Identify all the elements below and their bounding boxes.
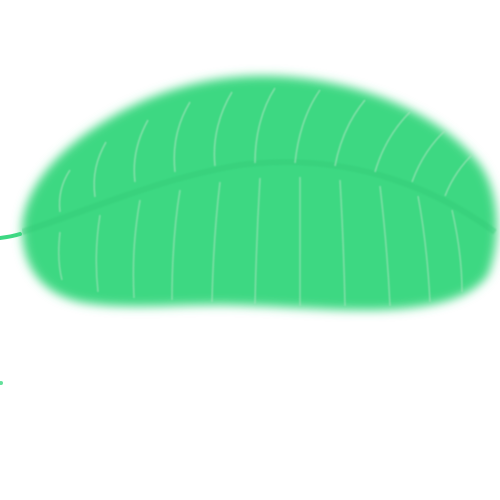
leaf-upper-veins	[58, 87, 476, 213]
edge-speck	[0, 381, 3, 385]
leaf-stem	[0, 232, 22, 240]
leaf-lower-veins	[57, 176, 463, 307]
leaf-midrib	[22, 159, 497, 235]
